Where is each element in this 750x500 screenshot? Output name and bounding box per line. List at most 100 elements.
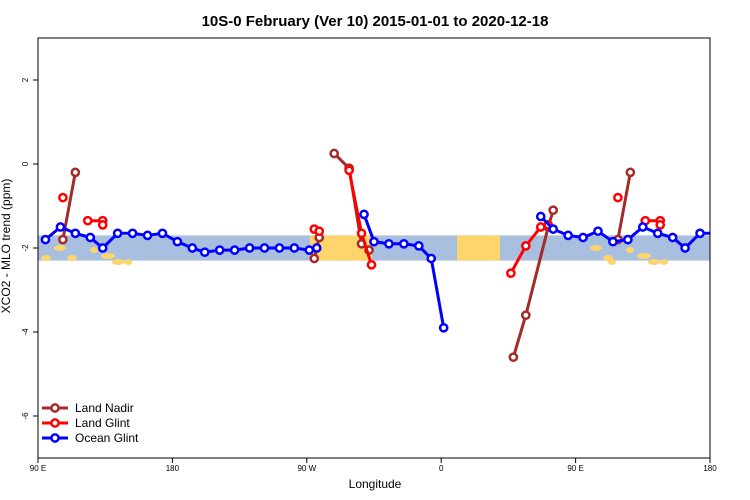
data-point — [726, 232, 733, 239]
legend-item: Ocean Glint — [42, 431, 139, 445]
data-point — [344, 165, 354, 176]
x-axis-label: Longitude — [349, 477, 402, 491]
legend-swatch-marker — [50, 403, 60, 413]
land-patch — [457, 235, 500, 261]
data-point — [508, 352, 519, 363]
data-point — [741, 232, 748, 239]
data-point — [548, 224, 559, 234]
data-point — [289, 243, 300, 253]
y-tick-label: 2 — [21, 77, 30, 82]
land-speckle — [660, 259, 668, 265]
data-point — [520, 241, 531, 251]
data-point — [637, 222, 648, 232]
land-speckle — [67, 255, 77, 261]
land-speckle — [637, 253, 651, 259]
x-tick-label: 0 — [439, 464, 444, 473]
data-point — [535, 211, 546, 222]
y-tick-label: 0 — [21, 161, 30, 166]
data-point — [608, 236, 618, 247]
y-axis-label: XCO2 - MLO trend (ppm) — [0, 179, 13, 314]
data-point — [578, 232, 588, 243]
data-point — [384, 238, 394, 249]
data-point — [58, 192, 68, 203]
data-point — [259, 243, 270, 253]
land-speckle — [90, 247, 98, 253]
data-point — [97, 243, 108, 253]
plot-area — [37, 37, 748, 459]
land-speckle — [648, 259, 660, 265]
legend-item: Land Glint — [42, 416, 130, 430]
series-line — [616, 172, 632, 240]
data-point — [667, 232, 678, 243]
x-tick-label: 180 — [703, 464, 717, 473]
series-line — [511, 209, 555, 358]
data-point — [329, 148, 340, 159]
land-speckle — [101, 253, 115, 259]
data-point — [613, 192, 623, 203]
data-point — [548, 205, 559, 216]
data-point — [506, 268, 516, 279]
series-line — [539, 215, 710, 250]
data-point — [413, 241, 424, 251]
data-point — [274, 243, 285, 253]
x-axis: 90 E 180 90 W 0 90 E 180 — [30, 458, 717, 473]
data-point — [399, 238, 409, 249]
legend-label: Land Nadir — [75, 401, 134, 415]
legend-swatch-marker — [50, 418, 60, 428]
data-point — [520, 310, 531, 321]
series-ocean-glint — [40, 209, 748, 333]
land-speckle — [41, 255, 51, 261]
data-point — [314, 226, 325, 237]
data-point — [426, 253, 437, 264]
data-point — [199, 247, 210, 258]
land-speckle — [54, 245, 66, 251]
data-point — [172, 236, 183, 247]
data-point — [695, 228, 705, 239]
data-point — [214, 245, 225, 255]
legend-label: Land Glint — [75, 416, 130, 430]
data-point — [563, 230, 573, 241]
data-point — [623, 234, 633, 245]
data-point — [97, 220, 108, 230]
data-point — [680, 243, 690, 253]
legend-item: Land Nadir — [42, 401, 134, 415]
data-point — [112, 228, 123, 239]
data-point — [85, 232, 96, 243]
data-point — [438, 322, 449, 333]
land-speckle — [608, 259, 616, 265]
legend-label: Ocean Glint — [75, 431, 139, 445]
series-layer — [40, 148, 748, 363]
data-point — [366, 259, 377, 270]
y-tick-label: -4 — [21, 328, 30, 336]
data-point — [535, 222, 546, 232]
y-tick-label: -2 — [21, 244, 30, 252]
x-tick-label: 90 E — [30, 464, 46, 473]
legend-swatch-marker — [50, 433, 60, 443]
chart-title: 10S-0 February (Ver 10) 2015-01-01 to 20… — [202, 13, 549, 30]
land-speckle — [124, 259, 132, 265]
data-point — [369, 236, 379, 247]
data-point — [142, 230, 153, 241]
data-point — [652, 228, 663, 239]
y-axis: -6 -4 -2 0 2 — [21, 77, 38, 420]
data-point — [70, 228, 81, 239]
data-point — [55, 222, 66, 232]
land-speckle — [112, 259, 124, 265]
data-point — [356, 228, 367, 239]
data-point — [70, 167, 81, 178]
land-speckle — [590, 245, 602, 251]
data-point — [157, 228, 168, 239]
data-point — [187, 243, 198, 253]
data-point — [40, 234, 51, 245]
data-point — [625, 167, 636, 178]
data-point — [127, 228, 138, 239]
data-point — [82, 215, 93, 226]
data-point — [711, 230, 718, 237]
land-speckle — [626, 247, 634, 253]
x-tick-label: 90 W — [297, 464, 316, 473]
x-tick-label: 180 — [166, 464, 180, 473]
data-point — [359, 209, 369, 220]
data-point — [229, 245, 240, 255]
data-point — [244, 243, 255, 253]
